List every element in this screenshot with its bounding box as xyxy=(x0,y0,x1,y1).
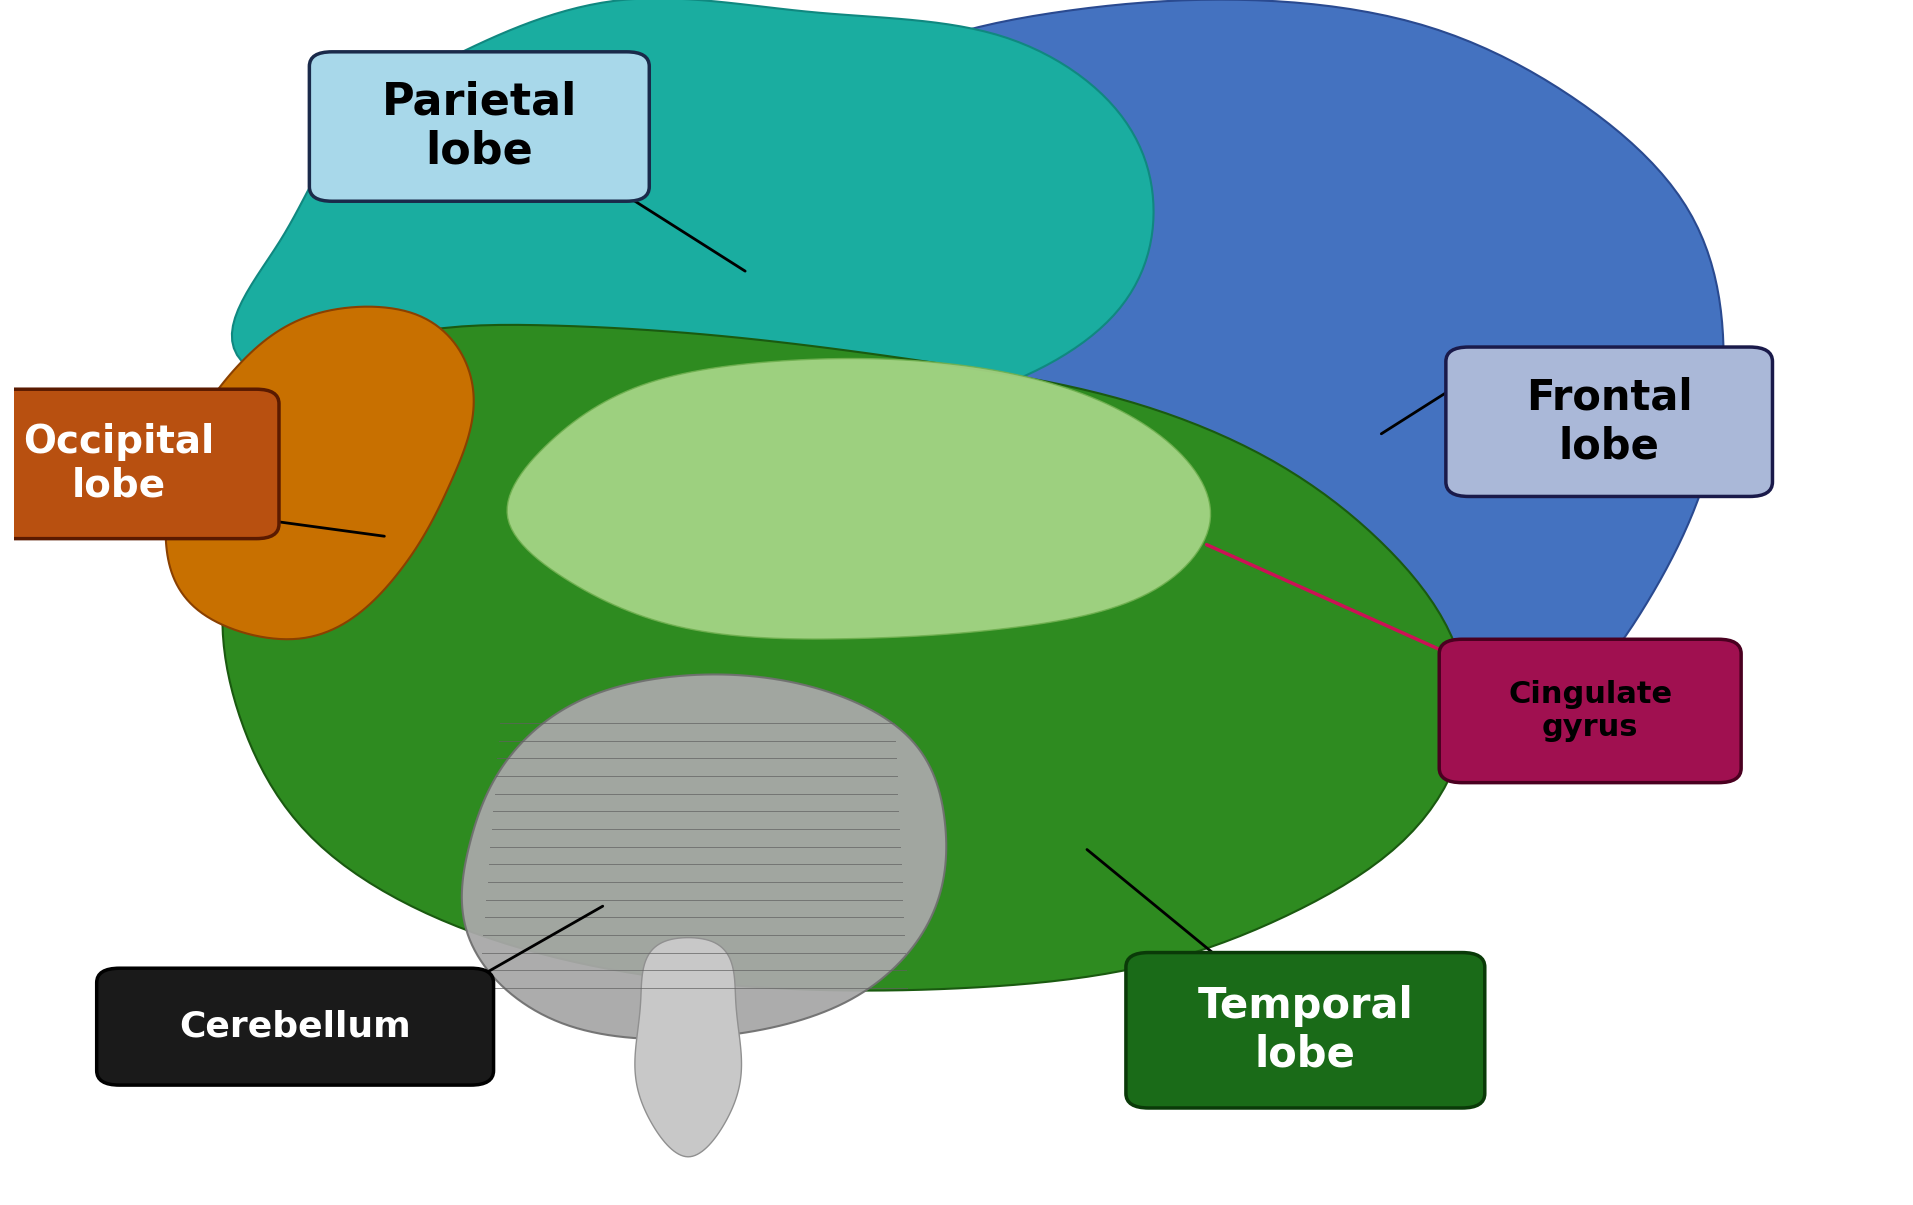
Polygon shape xyxy=(635,937,742,1157)
Text: Temporal
lobe: Temporal lobe xyxy=(1198,984,1414,1076)
Polygon shape xyxy=(222,325,1467,991)
Text: Cingulate
gyrus: Cingulate gyrus xyxy=(1507,680,1672,742)
FancyBboxPatch shape xyxy=(1446,347,1773,496)
Text: Parietal
lobe: Parietal lobe xyxy=(381,80,578,174)
FancyBboxPatch shape xyxy=(1127,952,1484,1109)
FancyBboxPatch shape xyxy=(0,389,279,539)
Text: Frontal
lobe: Frontal lobe xyxy=(1527,376,1693,468)
Text: Cerebellum: Cerebellum xyxy=(180,1010,411,1044)
FancyBboxPatch shape xyxy=(310,52,649,201)
FancyBboxPatch shape xyxy=(1439,640,1741,783)
Polygon shape xyxy=(784,0,1724,848)
Polygon shape xyxy=(166,306,474,639)
Polygon shape xyxy=(231,0,1154,434)
Text: Occipital
lobe: Occipital lobe xyxy=(23,423,214,505)
Polygon shape xyxy=(461,675,947,1039)
FancyBboxPatch shape xyxy=(98,969,494,1084)
Polygon shape xyxy=(507,359,1211,639)
